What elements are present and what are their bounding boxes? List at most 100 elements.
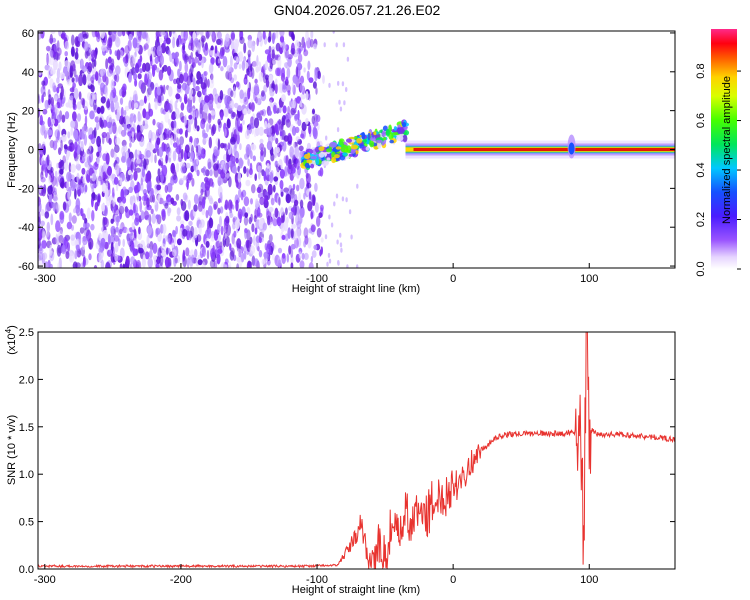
noise-speck <box>47 116 52 128</box>
noise-speck <box>164 111 169 123</box>
noise-speck <box>256 55 259 67</box>
transition-blob <box>356 138 363 144</box>
noise-speck <box>217 234 221 242</box>
noise-speck <box>253 83 260 95</box>
noise-speck <box>289 146 294 158</box>
noise-speck <box>291 81 295 93</box>
noise-speck <box>80 208 83 217</box>
noise-speck <box>179 60 182 72</box>
noise-speck <box>187 151 191 158</box>
noise-speck <box>46 53 49 65</box>
noise-speck <box>264 253 270 261</box>
noise-speck <box>210 72 214 84</box>
noise-speck <box>245 144 252 155</box>
noise-speck <box>88 134 94 140</box>
noise-speck <box>195 145 199 153</box>
noise-speck <box>96 107 101 114</box>
noise-speck <box>253 258 259 267</box>
noise-speck <box>133 102 139 109</box>
noise-speck <box>244 78 247 84</box>
noise-speck <box>287 163 293 175</box>
noise-speck <box>193 194 199 205</box>
noise-speck <box>117 238 121 247</box>
noise-speck <box>303 240 307 248</box>
noise-speck <box>194 56 198 64</box>
noise-speck <box>308 124 312 135</box>
chart-title: GN04.2026.057.21.26.E02 <box>274 2 441 18</box>
noise-speck <box>101 231 106 239</box>
noise-speck <box>253 215 257 223</box>
noise-speck <box>133 132 137 141</box>
noise-speck <box>257 165 262 172</box>
noise-speck <box>196 79 201 85</box>
noise-speck <box>146 71 153 81</box>
noise-speck <box>123 109 127 116</box>
noise-speck <box>129 195 133 206</box>
noise-speck <box>280 222 285 233</box>
noise-speck <box>328 214 331 220</box>
noise-speck <box>54 95 58 102</box>
noise-speck <box>66 145 73 151</box>
noise-speck <box>56 244 62 257</box>
noise-speck <box>291 100 296 109</box>
noise-speck <box>192 94 196 104</box>
noise-speck <box>210 110 216 116</box>
noise-speck <box>303 252 309 260</box>
noise-speck <box>120 188 125 201</box>
noise-speck <box>356 183 359 189</box>
noise-speck <box>219 206 224 214</box>
noise-speck <box>144 206 148 212</box>
noise-speck <box>89 241 92 250</box>
noise-speck <box>222 56 228 68</box>
noise-speck <box>38 31 42 40</box>
noise-speck <box>105 58 109 70</box>
noise-speck <box>203 45 209 56</box>
noise-speck <box>185 162 191 169</box>
noise-speck <box>38 143 42 152</box>
noise-speck <box>336 239 339 245</box>
snr-y-tick-label: 1.5 <box>19 422 34 434</box>
noise-speck <box>287 90 291 96</box>
noise-speck <box>172 36 176 49</box>
noise-speck <box>183 93 188 105</box>
noise-speck <box>210 248 216 260</box>
noise-speck <box>73 208 76 214</box>
noise-speck <box>207 228 212 240</box>
noise-speck <box>220 112 224 121</box>
noise-speck <box>164 202 169 209</box>
noise-speck <box>210 57 216 64</box>
noise-speck <box>296 184 300 192</box>
noise-speck <box>59 72 65 80</box>
noise-speck <box>217 118 221 126</box>
noise-speck <box>156 36 160 43</box>
noise-speck <box>249 63 253 73</box>
noise-speck <box>56 97 63 109</box>
noise-speck <box>109 195 114 205</box>
noise-speck <box>115 215 121 223</box>
noise-speck <box>264 195 268 204</box>
noise-speck <box>81 65 88 73</box>
noise-speck <box>76 113 82 122</box>
noise-speck <box>308 262 314 268</box>
noise-speck <box>100 105 105 114</box>
noise-speck <box>265 166 270 177</box>
noise-speck <box>50 213 54 226</box>
noise-speck <box>138 105 142 111</box>
noise-speck <box>111 187 115 198</box>
noise-speck <box>157 94 162 104</box>
noise-speck <box>173 78 177 85</box>
noise-speck <box>196 155 199 165</box>
noise-speck <box>195 85 200 92</box>
noise-speck <box>96 157 100 164</box>
noise-speck <box>190 151 195 160</box>
noise-speck <box>147 225 152 236</box>
noise-speck <box>66 79 72 86</box>
noise-speck <box>239 143 242 151</box>
noise-speck <box>155 214 160 220</box>
noise-speck <box>91 80 94 86</box>
noise-speck <box>73 68 77 78</box>
noise-speck <box>195 109 199 120</box>
noise-speck <box>69 87 75 93</box>
noise-speck <box>90 49 97 59</box>
noise-speck <box>265 59 268 70</box>
